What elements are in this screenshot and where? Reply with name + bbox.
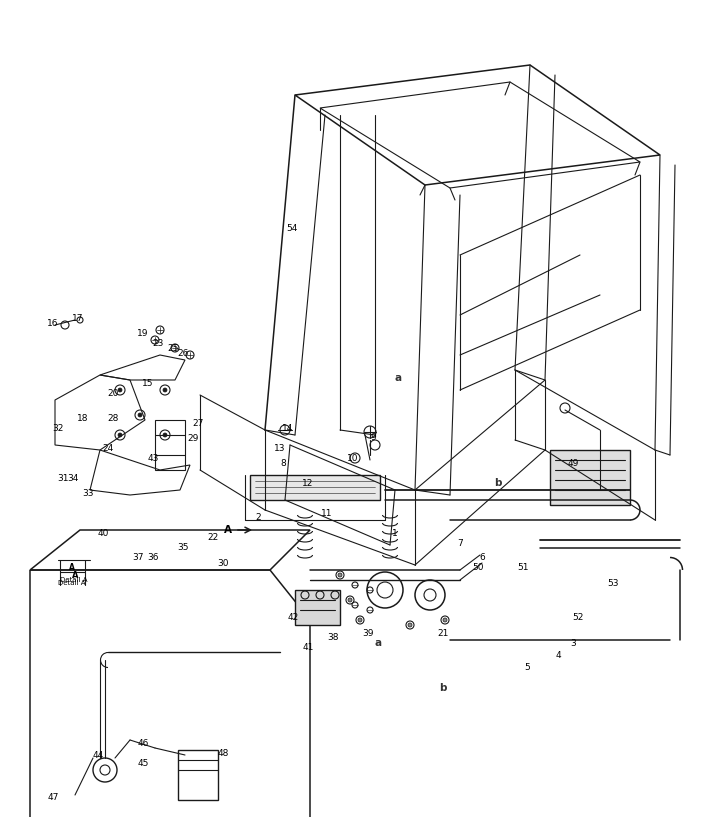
Text: 3: 3 (570, 639, 576, 648)
Text: 44: 44 (93, 751, 104, 760)
Text: 1: 1 (392, 529, 398, 538)
Text: 29: 29 (187, 434, 199, 443)
Circle shape (443, 618, 447, 622)
Text: A: A (72, 570, 78, 579)
Text: 5: 5 (524, 663, 530, 672)
Bar (178, 750, 218, 800)
Circle shape (358, 618, 362, 622)
Circle shape (348, 598, 352, 602)
Text: 27: 27 (192, 418, 204, 427)
Circle shape (163, 433, 167, 437)
Text: b: b (494, 478, 502, 488)
Circle shape (163, 388, 167, 392)
Text: 23: 23 (152, 338, 164, 347)
Text: 28: 28 (107, 413, 119, 422)
Text: 2: 2 (256, 514, 261, 523)
Text: 43: 43 (147, 453, 159, 462)
Text: 46: 46 (138, 739, 149, 748)
Circle shape (118, 433, 122, 437)
Text: A: A (69, 562, 75, 572)
Text: 35: 35 (177, 543, 189, 552)
Text: 18: 18 (77, 413, 88, 422)
Text: 9: 9 (370, 432, 376, 441)
Text: 48: 48 (218, 748, 229, 757)
Text: 51: 51 (517, 564, 529, 573)
Text: 40: 40 (98, 529, 109, 538)
Text: 47: 47 (47, 793, 59, 802)
Circle shape (338, 573, 342, 577)
Circle shape (118, 388, 122, 392)
Bar (155, 420, 185, 470)
Text: 16: 16 (47, 319, 59, 328)
Text: 41: 41 (303, 644, 314, 653)
Text: a: a (374, 638, 382, 648)
Text: 7: 7 (457, 538, 463, 547)
Text: b: b (439, 683, 446, 693)
Text: A: A (224, 525, 232, 535)
Text: 14: 14 (282, 423, 293, 432)
Text: 12: 12 (303, 479, 314, 488)
Text: a: a (395, 373, 402, 383)
Text: 32: 32 (53, 423, 64, 432)
Text: 42: 42 (287, 614, 298, 623)
Text: 6: 6 (479, 552, 485, 561)
Text: 31: 31 (58, 474, 69, 483)
Text: 54: 54 (286, 224, 298, 233)
Text: 52: 52 (572, 614, 583, 623)
Text: 22: 22 (207, 534, 218, 542)
Bar (550, 450, 630, 505)
Text: 25: 25 (167, 343, 179, 352)
Text: 19: 19 (138, 328, 149, 337)
Text: 50: 50 (472, 564, 484, 573)
Text: 15: 15 (143, 378, 154, 387)
Text: 36: 36 (147, 553, 159, 562)
Text: 33: 33 (82, 489, 94, 498)
Text: 17: 17 (72, 314, 84, 323)
Text: 45: 45 (138, 758, 149, 767)
Text: 39: 39 (362, 628, 373, 637)
Circle shape (138, 413, 142, 417)
Bar (295, 590, 340, 625)
Text: 13: 13 (274, 444, 286, 453)
Text: Detail A: Detail A (58, 580, 86, 586)
Text: 38: 38 (327, 633, 339, 642)
Circle shape (408, 623, 412, 627)
Text: 34: 34 (67, 474, 79, 483)
Text: 24: 24 (102, 444, 114, 453)
Text: 26: 26 (178, 349, 189, 358)
Text: 20: 20 (107, 389, 119, 398)
Text: 10: 10 (347, 453, 359, 462)
Text: 21: 21 (437, 628, 449, 637)
Text: 8: 8 (280, 458, 286, 467)
Text: 30: 30 (217, 559, 229, 568)
Text: 49: 49 (567, 458, 578, 467)
Text: Detail A: Detail A (60, 577, 88, 583)
Text: 4: 4 (555, 650, 561, 659)
Text: 37: 37 (132, 553, 144, 562)
Bar (250, 475, 380, 500)
Text: 53: 53 (607, 578, 618, 587)
Text: 11: 11 (322, 508, 333, 517)
